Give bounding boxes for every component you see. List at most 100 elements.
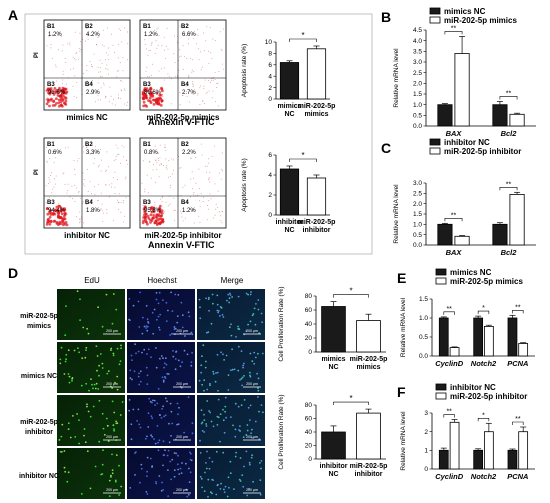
y-tick-label: 0.5 [413, 232, 422, 239]
significance-bracket [443, 311, 455, 315]
scale-bar-label: 200 μm [246, 329, 258, 333]
nucleus-dot [145, 491, 148, 493]
event-dot [169, 203, 171, 205]
significance-mark: ** [506, 181, 512, 188]
nucleus-dot [113, 428, 115, 431]
nucleus-dot [161, 376, 164, 379]
event-dot [219, 215, 221, 217]
event-dot [120, 29, 121, 31]
event-dot [50, 174, 52, 176]
nucleus-dot [159, 414, 161, 416]
nucleus-dot [128, 399, 131, 401]
nucleus-dot [211, 492, 213, 495]
nucleus-dot [86, 405, 88, 408]
nucleus-dot [165, 357, 167, 360]
nucleus-dot [225, 354, 228, 357]
nucleus-dot [201, 355, 203, 358]
nucleus-dot [257, 299, 260, 301]
event-dot [199, 51, 201, 53]
nucleus-dot [168, 441, 171, 444]
event-dot [209, 172, 211, 173]
micrograph-tile: 200 μm [57, 448, 125, 499]
nucleus-dot [150, 415, 153, 418]
event-dot [48, 92, 52, 96]
nucleus-dot [209, 411, 212, 414]
event-dot [108, 166, 110, 168]
nucleus-dot [139, 426, 142, 429]
nucleus-dot [171, 333, 173, 335]
event-dot [69, 44, 71, 46]
nucleus-dot [144, 437, 147, 440]
nucleus-dot [150, 356, 152, 359]
event-dot [87, 38, 89, 40]
nucleus-dot [243, 375, 245, 377]
nucleus-dot [98, 440, 101, 443]
bar-chart: 0.0 0.5 1.0 1.5 2.0 2.5 3.0 Relative mRNA level… [393, 138, 536, 257]
nucleus-dot [112, 424, 115, 427]
event-dot [217, 207, 219, 209]
nucleus-dot [154, 404, 157, 406]
event-dot [85, 40, 86, 42]
event-dot [118, 209, 120, 210]
event-dot [52, 188, 54, 190]
event-dot [174, 220, 176, 222]
y-tick-label: 0 [308, 456, 312, 463]
y-tick-label: 2.5 [413, 191, 422, 198]
event-dot [159, 104, 163, 107]
event-dot [89, 180, 91, 182]
quadrant-label: B2 [181, 142, 189, 148]
event-dot [53, 87, 57, 90]
nucleus-dot [110, 476, 112, 478]
event-dot [62, 83, 64, 85]
nucleus-dot [146, 353, 148, 355]
event-dot [164, 220, 166, 222]
event-dot [197, 92, 199, 94]
nucleus-dot [114, 479, 117, 482]
nucleus-dot [199, 475, 202, 478]
nucleus-dot [83, 434, 85, 437]
event-dot [157, 157, 159, 159]
event-dot [164, 49, 165, 51]
event-dot [143, 88, 147, 92]
nucleus-dot [201, 430, 204, 432]
event-dot [158, 176, 160, 178]
nucleus-dot [198, 379, 201, 382]
event-dot [120, 98, 122, 100]
micrograph-tile: 200 μm [197, 289, 265, 340]
nucleus-dot [134, 474, 136, 476]
nucleus-dot [259, 493, 262, 496]
nucleus-dot [207, 495, 209, 498]
nucleus-dot [212, 370, 215, 373]
scale-bar-label: 200 μm [106, 329, 118, 333]
event-dot [158, 70, 160, 72]
event-dot [149, 221, 152, 224]
event-dot [45, 207, 49, 211]
nucleus-dot [158, 326, 160, 329]
event-dot [120, 163, 121, 164]
nucleus-dot [155, 318, 158, 321]
quadrant-value: 1.8% [86, 208, 100, 214]
nucleus-dot [173, 469, 176, 472]
event-dot [141, 182, 143, 184]
category-label: inhibitor [276, 219, 304, 226]
quadrant-value: 94.4% [48, 208, 66, 214]
nucleus-dot [118, 464, 120, 467]
nucleus-dot [131, 378, 133, 381]
event-dot [83, 151, 85, 153]
event-dot [155, 223, 159, 227]
event-dot [109, 86, 111, 88]
category-label: NC [284, 111, 294, 118]
event-dot [214, 71, 216, 73]
flow-plot-frame [139, 19, 227, 111]
nucleus-dot [160, 417, 163, 419]
nucleus-dot [78, 351, 80, 354]
event-dot [53, 186, 55, 188]
event-dot [61, 218, 65, 221]
flow-plot: B1 0.8% B2 2.2% B3 95.8% B4 1.2% miR-202-5p inhi… [139, 137, 227, 240]
quadrant-value: 0.6% [48, 150, 62, 156]
significance-bracket [333, 401, 369, 406]
event-dot [161, 89, 164, 93]
event-dot [103, 212, 104, 214]
event-dot [76, 97, 78, 98]
event-dot [52, 26, 54, 28]
